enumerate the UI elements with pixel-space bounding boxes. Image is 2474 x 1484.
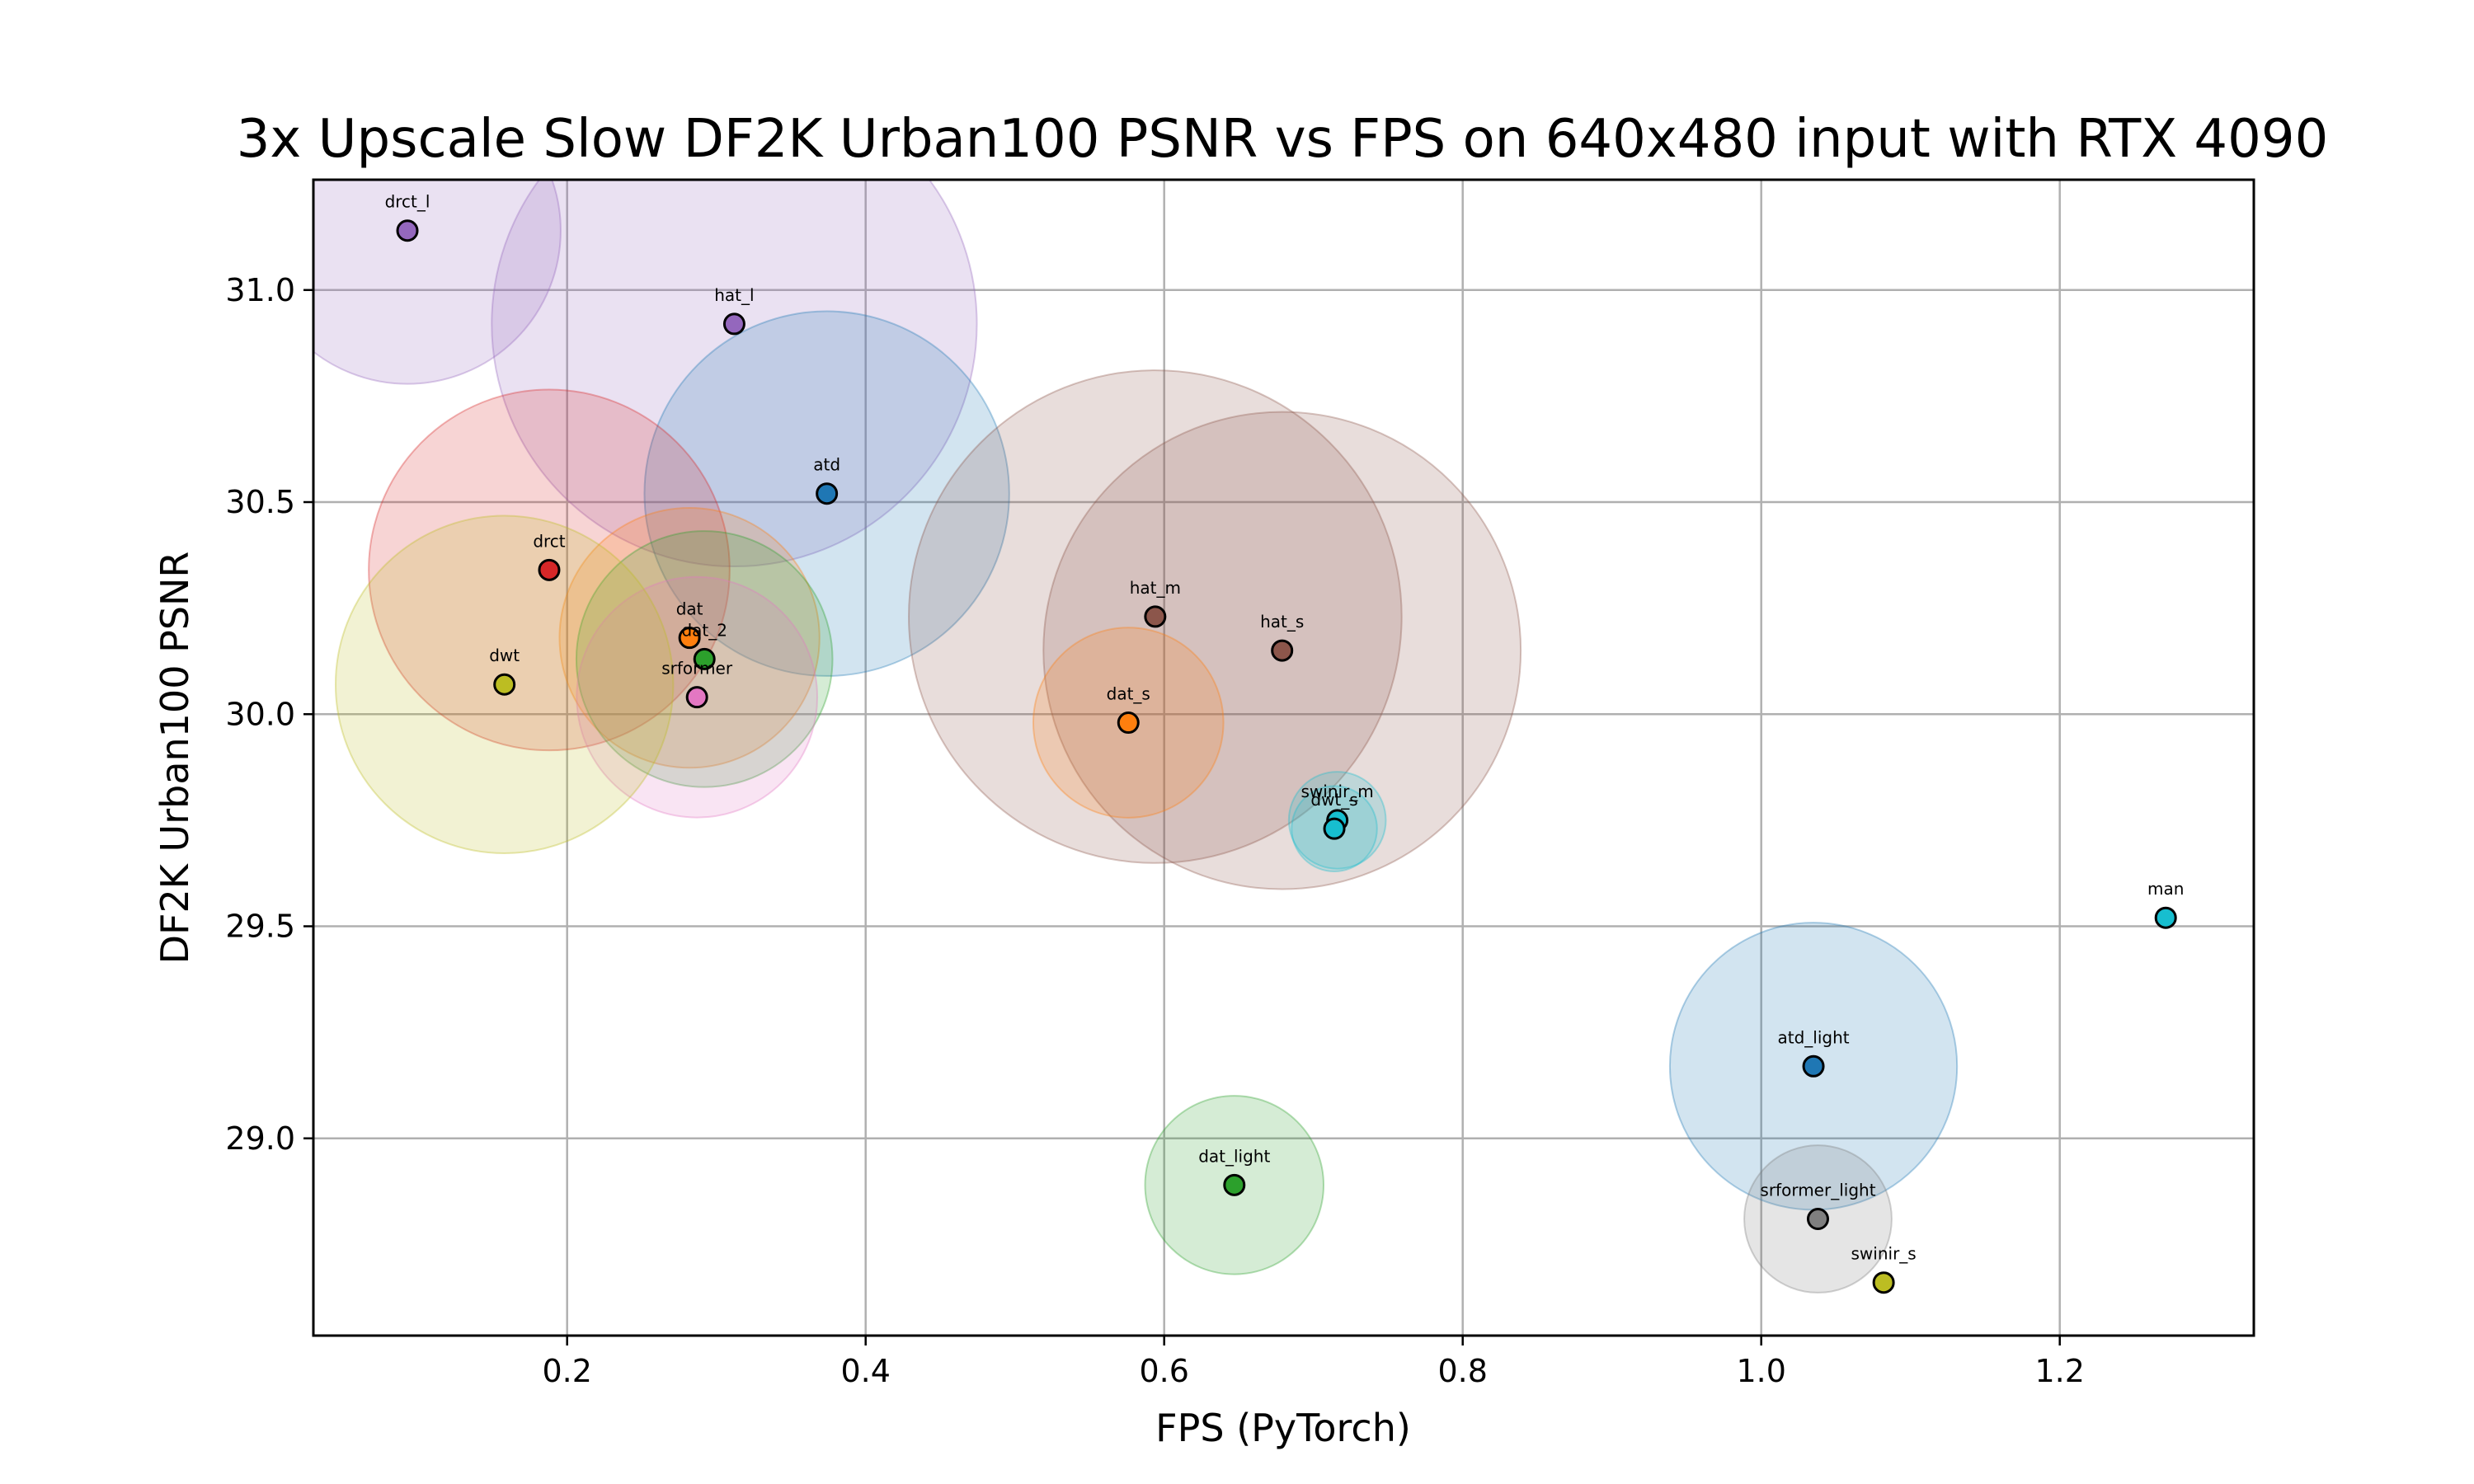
point-label-drct: drct [533,531,565,551]
point-label-atd: atd [813,455,840,475]
point-man [2154,906,2177,929]
point-label-drct-l: drct_l [385,192,430,212]
x-tick-label: 1.2 [2034,1353,2084,1389]
grid [313,180,2254,1336]
point-dwt-s [1323,817,1346,840]
point-dat-2 [693,647,716,670]
bubble-drct-l [313,180,562,385]
point-label-dat-light: dat_light [1198,1146,1270,1166]
y-tick-label: 30.5 [225,484,295,520]
chart-title: 3x Upscale Slow DF2K Urban100 PSNR vs FP… [237,109,2329,170]
point-srformer [685,686,708,709]
point-srformer-light [1806,1208,1829,1231]
plot-frame [312,178,2255,1337]
point-hat-m [1144,605,1167,628]
x-tick-label: 1.0 [1736,1353,1785,1389]
point-label-dat-s: dat_s [1107,684,1150,704]
point-label-hat-m: hat_m [1130,578,1181,598]
point-label-srformer: srformer [661,659,733,679]
point-drct [538,558,561,581]
point-swinir-s [1872,1271,1895,1294]
point-layer [396,219,2177,1294]
bubble-hat-l [491,180,978,567]
point-label-dwt: dwt [489,646,520,665]
point-atd [816,482,839,505]
point-dat-s [1117,711,1140,735]
point-atd-light [1802,1054,1825,1078]
y-tick-label: 29.0 [225,1120,295,1157]
point-label-hat-l: hat_l [714,285,754,305]
x-tick-label: 0.4 [840,1353,890,1389]
point-label-man: man [2147,879,2184,899]
tick-layer: 0.2 0.4 0.6 0.8 1.0 1.2 29.0 29.5 30.0 30.5 31.0 [225,272,2085,1389]
point-label-swinir-m: swinir_m [1301,782,1374,801]
y-tick-label: 29.5 [225,909,295,945]
x-tick-label: 0.8 [1437,1353,1487,1389]
point-label-swinir-s: swinir_s [1851,1244,1917,1264]
point-hat-l [722,312,745,336]
point-label-dat-2: dat_2 [681,620,727,640]
y-axis-label: DF2K Urban100 PSNR [153,552,197,965]
point-label-dwt-s: dwt_s [1310,790,1357,810]
point-label-dat: dat [676,599,703,619]
point-label-atd-light: atd_light [1777,1027,1849,1047]
point-hat-s [1271,639,1294,662]
x-tick-label: 0.2 [542,1353,591,1389]
x-tick-label: 0.6 [1139,1353,1188,1389]
y-tick-label: 30.0 [225,696,295,732]
y-tick-label: 31.0 [225,272,295,308]
x-axis-label: FPS (PyTorch) [1155,1406,1411,1450]
bubble-layer [313,180,1959,1294]
point-label-hat-s: hat_s [1260,612,1304,632]
point-dwt [493,673,516,696]
point-drct-l [396,219,419,242]
point-label-srformer-light: srformer_light [1760,1181,1875,1200]
point-dat-light [1223,1173,1246,1196]
point-dat [678,627,701,650]
